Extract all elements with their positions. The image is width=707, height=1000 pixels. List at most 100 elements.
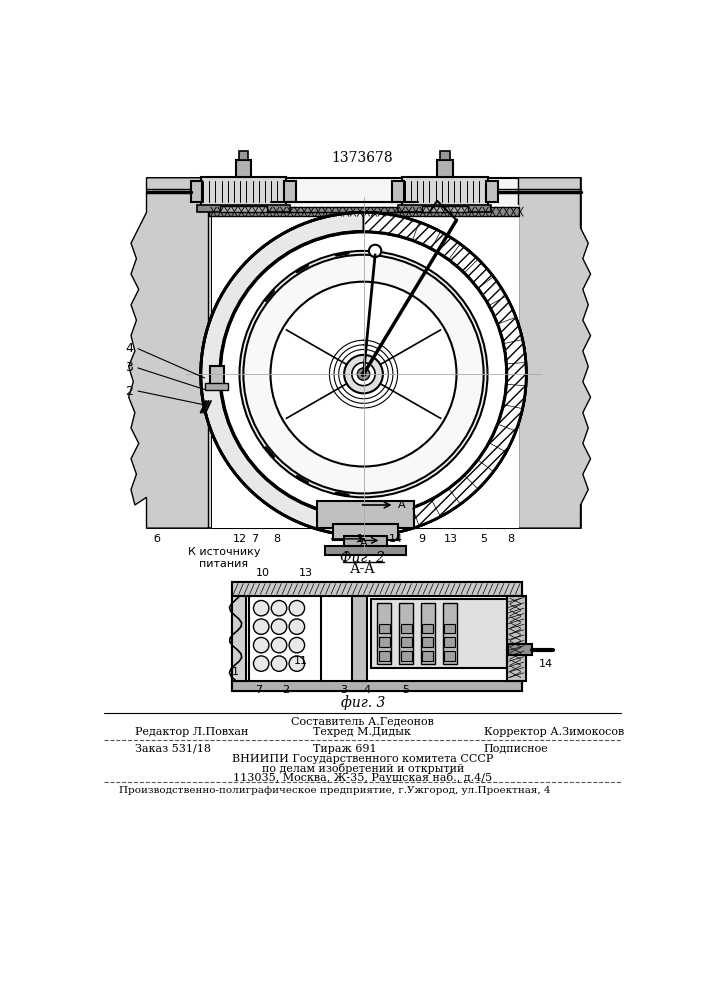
- Bar: [437, 160, 452, 177]
- Text: 4: 4: [364, 685, 371, 695]
- Bar: [392, 181, 404, 202]
- Bar: [421, 603, 435, 664]
- Bar: [401, 637, 411, 647]
- Bar: [379, 637, 390, 647]
- Bar: [422, 651, 433, 661]
- Bar: [232, 596, 246, 681]
- Circle shape: [289, 619, 305, 634]
- Bar: [379, 624, 390, 633]
- Circle shape: [271, 619, 287, 634]
- Bar: [209, 207, 518, 216]
- Text: Техред М.Дидык: Техред М.Дидык: [313, 727, 411, 737]
- Bar: [422, 624, 433, 633]
- Text: А-А: А-А: [350, 562, 375, 576]
- Text: А: А: [361, 538, 368, 548]
- Text: 14: 14: [539, 659, 553, 669]
- Bar: [371, 599, 507, 668]
- Bar: [399, 603, 413, 664]
- Bar: [352, 596, 368, 681]
- Bar: [518, 178, 580, 528]
- Bar: [508, 644, 532, 655]
- Circle shape: [289, 600, 305, 616]
- Text: 1373678: 1373678: [331, 151, 393, 165]
- Bar: [444, 624, 455, 633]
- Bar: [444, 637, 455, 647]
- Bar: [325, 546, 406, 555]
- Bar: [508, 596, 522, 681]
- Bar: [422, 637, 433, 647]
- Circle shape: [201, 212, 526, 536]
- Text: 1: 1: [357, 534, 364, 544]
- Text: 4: 4: [126, 342, 134, 355]
- Text: ВНИИПИ Государственного комитета СССР: ВНИИПИ Государственного комитета СССР: [232, 754, 493, 764]
- Text: 2: 2: [126, 385, 134, 398]
- Bar: [317, 501, 414, 528]
- Bar: [204, 383, 228, 389]
- Text: 10: 10: [256, 568, 270, 578]
- Circle shape: [344, 355, 383, 393]
- Circle shape: [289, 656, 305, 671]
- Circle shape: [369, 245, 381, 257]
- Text: 9: 9: [418, 534, 425, 544]
- Text: 13: 13: [444, 534, 458, 544]
- Bar: [344, 536, 387, 547]
- Bar: [443, 603, 457, 664]
- Bar: [398, 205, 491, 212]
- Circle shape: [243, 255, 484, 493]
- Text: 11: 11: [293, 656, 308, 666]
- Bar: [239, 151, 248, 160]
- Text: 2: 2: [282, 685, 290, 695]
- Circle shape: [271, 282, 457, 466]
- Circle shape: [357, 368, 370, 380]
- Text: Составитель А.Гедеонов: Составитель А.Гедеонов: [291, 717, 434, 727]
- Text: 5: 5: [480, 534, 487, 544]
- Polygon shape: [363, 212, 526, 536]
- Bar: [235, 160, 251, 177]
- Text: А: А: [398, 500, 406, 510]
- Bar: [507, 596, 526, 681]
- Text: 3: 3: [126, 361, 134, 374]
- Text: б: б: [153, 534, 160, 544]
- Bar: [232, 681, 522, 691]
- Text: Тираж 691: Тираж 691: [313, 744, 377, 754]
- Circle shape: [271, 656, 287, 671]
- Circle shape: [253, 656, 269, 671]
- Bar: [284, 181, 296, 202]
- Bar: [401, 651, 411, 661]
- Text: 7: 7: [255, 685, 262, 695]
- Bar: [201, 177, 286, 206]
- Bar: [197, 205, 290, 212]
- Text: Редактор Л.Повхан: Редактор Л.Повхан: [135, 727, 248, 737]
- Circle shape: [271, 600, 287, 616]
- Bar: [332, 524, 398, 540]
- Bar: [146, 178, 212, 528]
- Text: 13: 13: [298, 568, 312, 578]
- Text: фиг. 3: фиг. 3: [341, 695, 385, 710]
- Text: Корректор А.Зимокосов: Корректор А.Зимокосов: [484, 727, 624, 737]
- Circle shape: [240, 251, 488, 497]
- Text: Подписное: Подписное: [484, 744, 549, 754]
- Circle shape: [253, 637, 269, 653]
- Bar: [210, 366, 224, 386]
- Bar: [232, 582, 522, 691]
- Bar: [220, 206, 267, 212]
- Circle shape: [361, 372, 366, 376]
- Bar: [440, 151, 450, 160]
- Circle shape: [253, 619, 269, 634]
- Text: 3: 3: [341, 685, 348, 695]
- Bar: [232, 582, 522, 596]
- Polygon shape: [129, 178, 209, 528]
- Text: Производственно-полиграфическое предприятие, г.Ужгород, ул.Проектная, 4: Производственно-полиграфическое предприя…: [119, 786, 551, 795]
- Text: 113035, Москва, Ж-35, Раушская наб., д.4/5: 113035, Москва, Ж-35, Раушская наб., д.4…: [233, 772, 492, 783]
- Text: Фиг. 2: Фиг. 2: [340, 551, 385, 565]
- Circle shape: [289, 637, 305, 653]
- Circle shape: [253, 600, 269, 616]
- Bar: [378, 603, 392, 664]
- Circle shape: [271, 637, 287, 653]
- Text: 8: 8: [273, 534, 280, 544]
- Bar: [402, 177, 488, 206]
- Bar: [212, 178, 518, 528]
- Text: 7: 7: [252, 534, 259, 544]
- Bar: [486, 181, 498, 202]
- Circle shape: [352, 363, 375, 386]
